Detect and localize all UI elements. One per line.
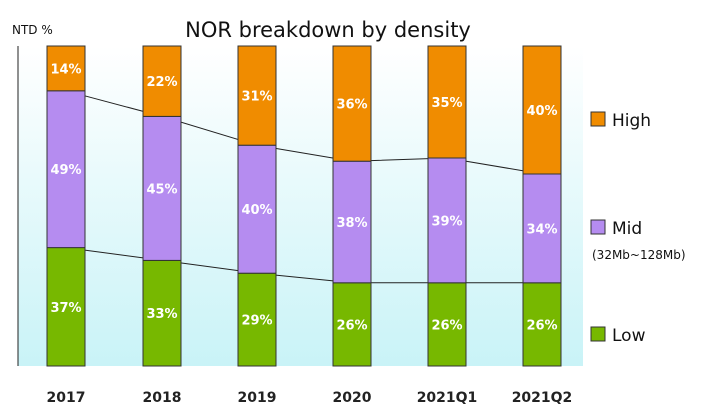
x-tick-label: 2017 bbox=[47, 390, 86, 406]
data-label-high-2021Q1: 35% bbox=[431, 96, 462, 111]
data-label-mid-2017: 49% bbox=[50, 163, 81, 178]
bar-high-2020 bbox=[332, 45, 372, 162]
legend-swatch-high bbox=[590, 111, 606, 127]
bar-high-2018 bbox=[142, 45, 182, 117]
data-label-low-2020: 26% bbox=[336, 318, 367, 333]
data-label-low-2017: 37% bbox=[50, 301, 81, 316]
data-label-high-2019: 31% bbox=[241, 90, 272, 105]
legend-label-mid: Mid bbox=[612, 219, 642, 239]
x-tick-label: 2021Q2 bbox=[512, 390, 573, 406]
y-axis-label: NTD % bbox=[12, 23, 53, 37]
bar-low-2018 bbox=[142, 259, 182, 367]
category-labels: 2017 2018 2019 2020 2021Q1 2021Q2 bbox=[47, 390, 573, 406]
legend-swatch-mid bbox=[590, 219, 606, 235]
x-tick-label: 2019 bbox=[238, 390, 277, 406]
legend-label-low: Low bbox=[612, 326, 646, 346]
bar-low-2019 bbox=[237, 272, 277, 367]
data-label-high-2020: 36% bbox=[336, 98, 367, 113]
legend-swatch-low bbox=[590, 326, 606, 342]
bar-high-2021Q2 bbox=[522, 45, 562, 175]
bar-mid-2019 bbox=[237, 144, 277, 274]
bars-group: 37% 49% 14% 33% 45% 22% 29% 40% 31% 26% 38% 36% 26% 3… bbox=[46, 45, 562, 367]
bar-high-2017 bbox=[46, 45, 86, 92]
data-label-low-2021Q2: 26% bbox=[526, 318, 557, 333]
bar-high-2021Q1 bbox=[427, 45, 467, 159]
bar-low-2017 bbox=[46, 247, 86, 367]
bar-low-2021Q2 bbox=[522, 282, 562, 367]
legend: Low Mid (32Mb~128Mb) High bbox=[590, 111, 686, 346]
bar-mid-2021Q1 bbox=[427, 157, 467, 284]
data-label-high-2018: 22% bbox=[146, 75, 177, 90]
data-label-high-2017: 14% bbox=[50, 62, 81, 77]
x-tick-label: 2020 bbox=[333, 390, 372, 406]
data-label-mid-2020: 38% bbox=[336, 216, 367, 231]
data-label-mid-2021Q2: 34% bbox=[526, 222, 557, 237]
data-label-mid-2019: 40% bbox=[241, 203, 272, 218]
legend-label-high: High bbox=[612, 111, 651, 131]
data-label-low-2018: 33% bbox=[146, 307, 177, 322]
x-tick-label: 2018 bbox=[143, 390, 182, 406]
bar-mid-2020 bbox=[332, 160, 372, 284]
data-label-low-2021Q1: 26% bbox=[431, 318, 462, 333]
plot-background bbox=[18, 46, 583, 366]
bar-high-2019 bbox=[237, 45, 277, 146]
chart-title: NOR breakdown by density bbox=[185, 18, 471, 42]
data-label-low-2019: 29% bbox=[241, 314, 272, 329]
bar-low-2021Q1 bbox=[427, 282, 467, 367]
data-label-high-2021Q2: 40% bbox=[526, 104, 557, 119]
bar-low-2020 bbox=[332, 282, 372, 367]
bar-mid-2017 bbox=[46, 90, 86, 249]
x-tick-label: 2021Q1 bbox=[417, 390, 478, 406]
bar-mid-2018 bbox=[142, 115, 182, 261]
data-label-mid-2021Q1: 39% bbox=[431, 214, 462, 229]
data-label-mid-2018: 45% bbox=[146, 182, 177, 197]
legend-sublabel-mid: (32Mb~128Mb) bbox=[592, 248, 686, 262]
